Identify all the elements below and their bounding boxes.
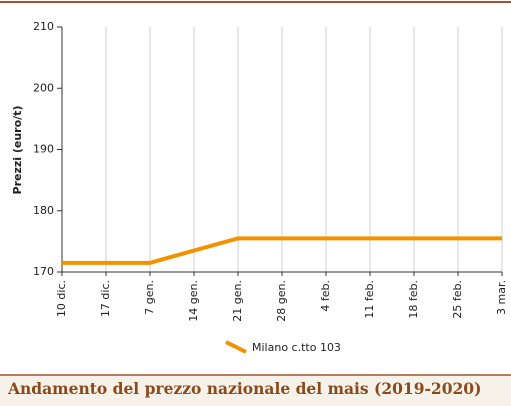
legend-swatch bbox=[225, 340, 247, 354]
y-tick-label: 210 bbox=[33, 20, 54, 33]
y-tick-label: 180 bbox=[33, 204, 54, 217]
x-tick-label: 17 dic. bbox=[99, 280, 112, 317]
x-tick-label: 10 dic. bbox=[55, 280, 68, 317]
x-tick-label: 18 feb. bbox=[407, 280, 420, 319]
x-tick-label: 21 gen. bbox=[231, 280, 244, 322]
x-tick-label: 14 gen. bbox=[187, 280, 200, 322]
y-tick-label: 170 bbox=[33, 265, 54, 278]
y-tick-label: 190 bbox=[33, 143, 54, 156]
y-axis-label: Prezzi (euro/t) bbox=[11, 106, 24, 195]
chart-title: Andamento del prezzo nazionale del mais … bbox=[7, 379, 481, 398]
x-tick-label: 7 gen. bbox=[143, 280, 156, 315]
x-tick-label: 11 feb. bbox=[363, 280, 376, 319]
title-band bbox=[0, 375, 511, 406]
series-line bbox=[62, 236, 502, 265]
x-tick-label: 4 feb. bbox=[319, 280, 332, 312]
x-tick-label: 28 gen. bbox=[275, 280, 288, 322]
legend-label: Milano c.tto 103 bbox=[252, 341, 341, 354]
y-tick-label: 200 bbox=[33, 81, 54, 94]
x-tick-label: 3 mar. bbox=[495, 280, 508, 315]
x-tick-label: 25 feb. bbox=[451, 280, 464, 319]
